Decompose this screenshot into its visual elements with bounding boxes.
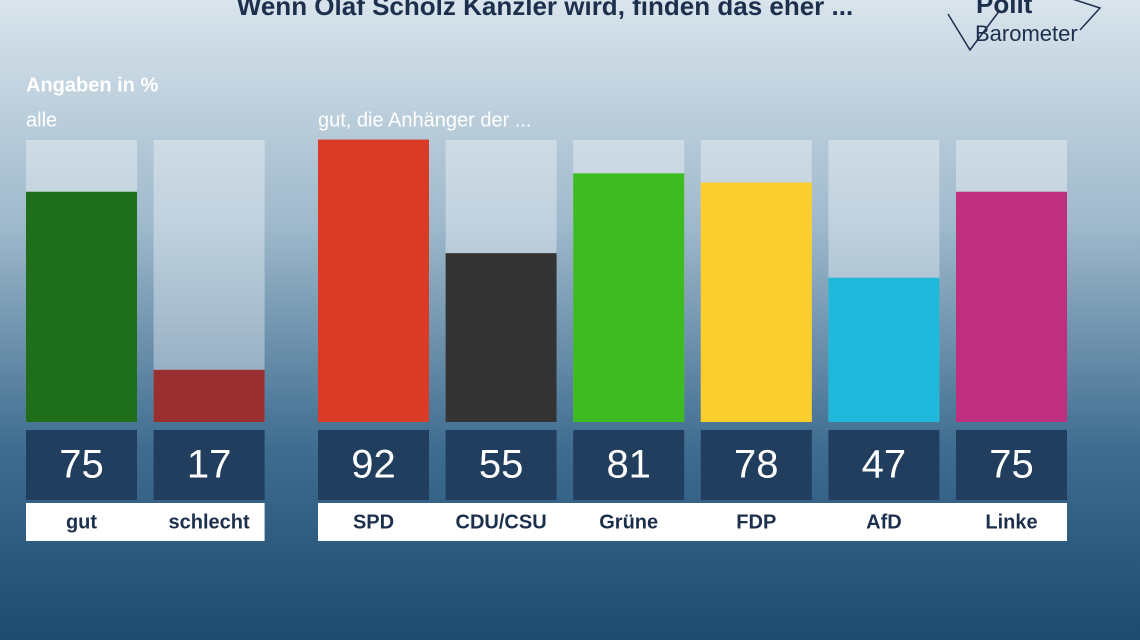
category-label: AfD [866, 511, 902, 533]
value-box [26, 430, 137, 500]
logo-text: Barometer [975, 21, 1078, 46]
bar [318, 139, 429, 422]
value-box [956, 430, 1067, 500]
bar [153, 369, 265, 422]
value-label: 55 [479, 443, 524, 487]
value-box [318, 430, 429, 500]
value-label: 75 [989, 443, 1034, 487]
bar [445, 253, 557, 422]
label-strip [318, 503, 1067, 541]
value-box [828, 430, 940, 500]
subtitle: alle [26, 109, 57, 131]
value-label: 92 [351, 443, 396, 487]
category-label: Grüne [599, 511, 658, 533]
logo-mark [947, 0, 1102, 52]
bar [573, 173, 685, 422]
value-box [573, 430, 685, 500]
category-label: SPD [353, 511, 394, 533]
title: Wenn Olaf Scholz Kanzler wird, finden da… [237, 0, 853, 21]
category-label: FDP [736, 511, 776, 533]
value-box [153, 430, 265, 500]
bar [700, 182, 812, 422]
category-label: schlecht [169, 511, 250, 533]
subtitle: gut, die Anhänger der ... [318, 109, 532, 131]
value-box [700, 430, 812, 500]
value-label: 17 [187, 443, 232, 487]
value-label: 47 [862, 443, 907, 487]
value-label: 81 [606, 443, 651, 487]
value-label: 75 [59, 443, 104, 487]
label-strip [26, 503, 265, 541]
value-box [445, 430, 557, 500]
logo-text: Polit [976, 0, 1033, 19]
value-label: 78 [734, 443, 779, 487]
category-label: gut [66, 511, 97, 533]
bar [828, 277, 940, 422]
unit-note: Angaben in % [26, 74, 158, 96]
bar [956, 191, 1067, 422]
bar [26, 191, 137, 422]
category-label: Linke [985, 511, 1037, 533]
category-label: CDU/CSU [456, 511, 547, 533]
